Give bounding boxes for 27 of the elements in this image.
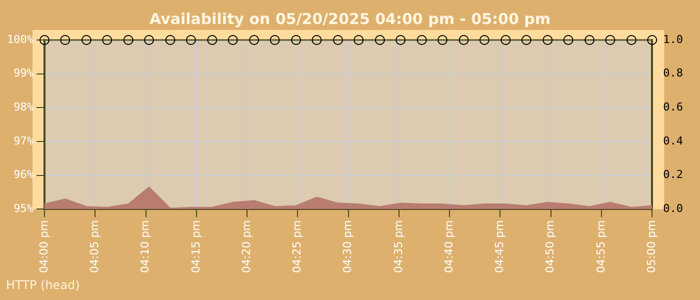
x-tick-label: 04:20 pm <box>240 220 253 274</box>
y-tick-label: 99% <box>14 66 34 80</box>
x-tick-label: 04:10 pm <box>138 220 152 274</box>
x-tick-label: 04:55 pm <box>594 220 608 274</box>
y2-tick-label: 0.4 <box>663 134 684 148</box>
x-tick-label: 04:05 pm <box>88 220 101 274</box>
x-tick-label: 04:35 pm <box>392 220 405 274</box>
text: HTTP (head) <box>6 278 80 292</box>
x-tick-label: 04:00 pm <box>37 220 50 274</box>
y2-tick-label: 0.8 <box>663 66 684 80</box>
y-tick-label: 97% <box>14 134 34 148</box>
x-tick-label: 04:30 pm <box>341 220 354 274</box>
x-tick-label: 04:15 pm <box>189 220 202 274</box>
y-tick-label: 98% <box>14 100 34 114</box>
y-tick-label: 100% <box>6 32 34 46</box>
x-tick-label: 04:40 pm <box>442 220 456 274</box>
x-tick-label: 04:45 pm <box>493 220 506 274</box>
y2-tick-label: 0.0 <box>663 202 684 215</box>
y2-tick-label: 1.0 <box>663 32 684 46</box>
chart-title: Availability on 05/20/2025 04:00 pm - 05:00 pm <box>148 10 552 28</box>
y-tick-label: 95% <box>14 202 34 215</box>
y2-tick-label: 0.6 <box>663 100 684 114</box>
y2-tick-label: 0.2 <box>663 168 684 182</box>
x-tick-label: 05:00 pm <box>644 220 658 274</box>
y-tick-label: 96% <box>14 168 34 182</box>
x-tick-label: 04:50 pm <box>544 220 557 274</box>
x-tick-label: 04:25 pm <box>290 220 304 274</box>
